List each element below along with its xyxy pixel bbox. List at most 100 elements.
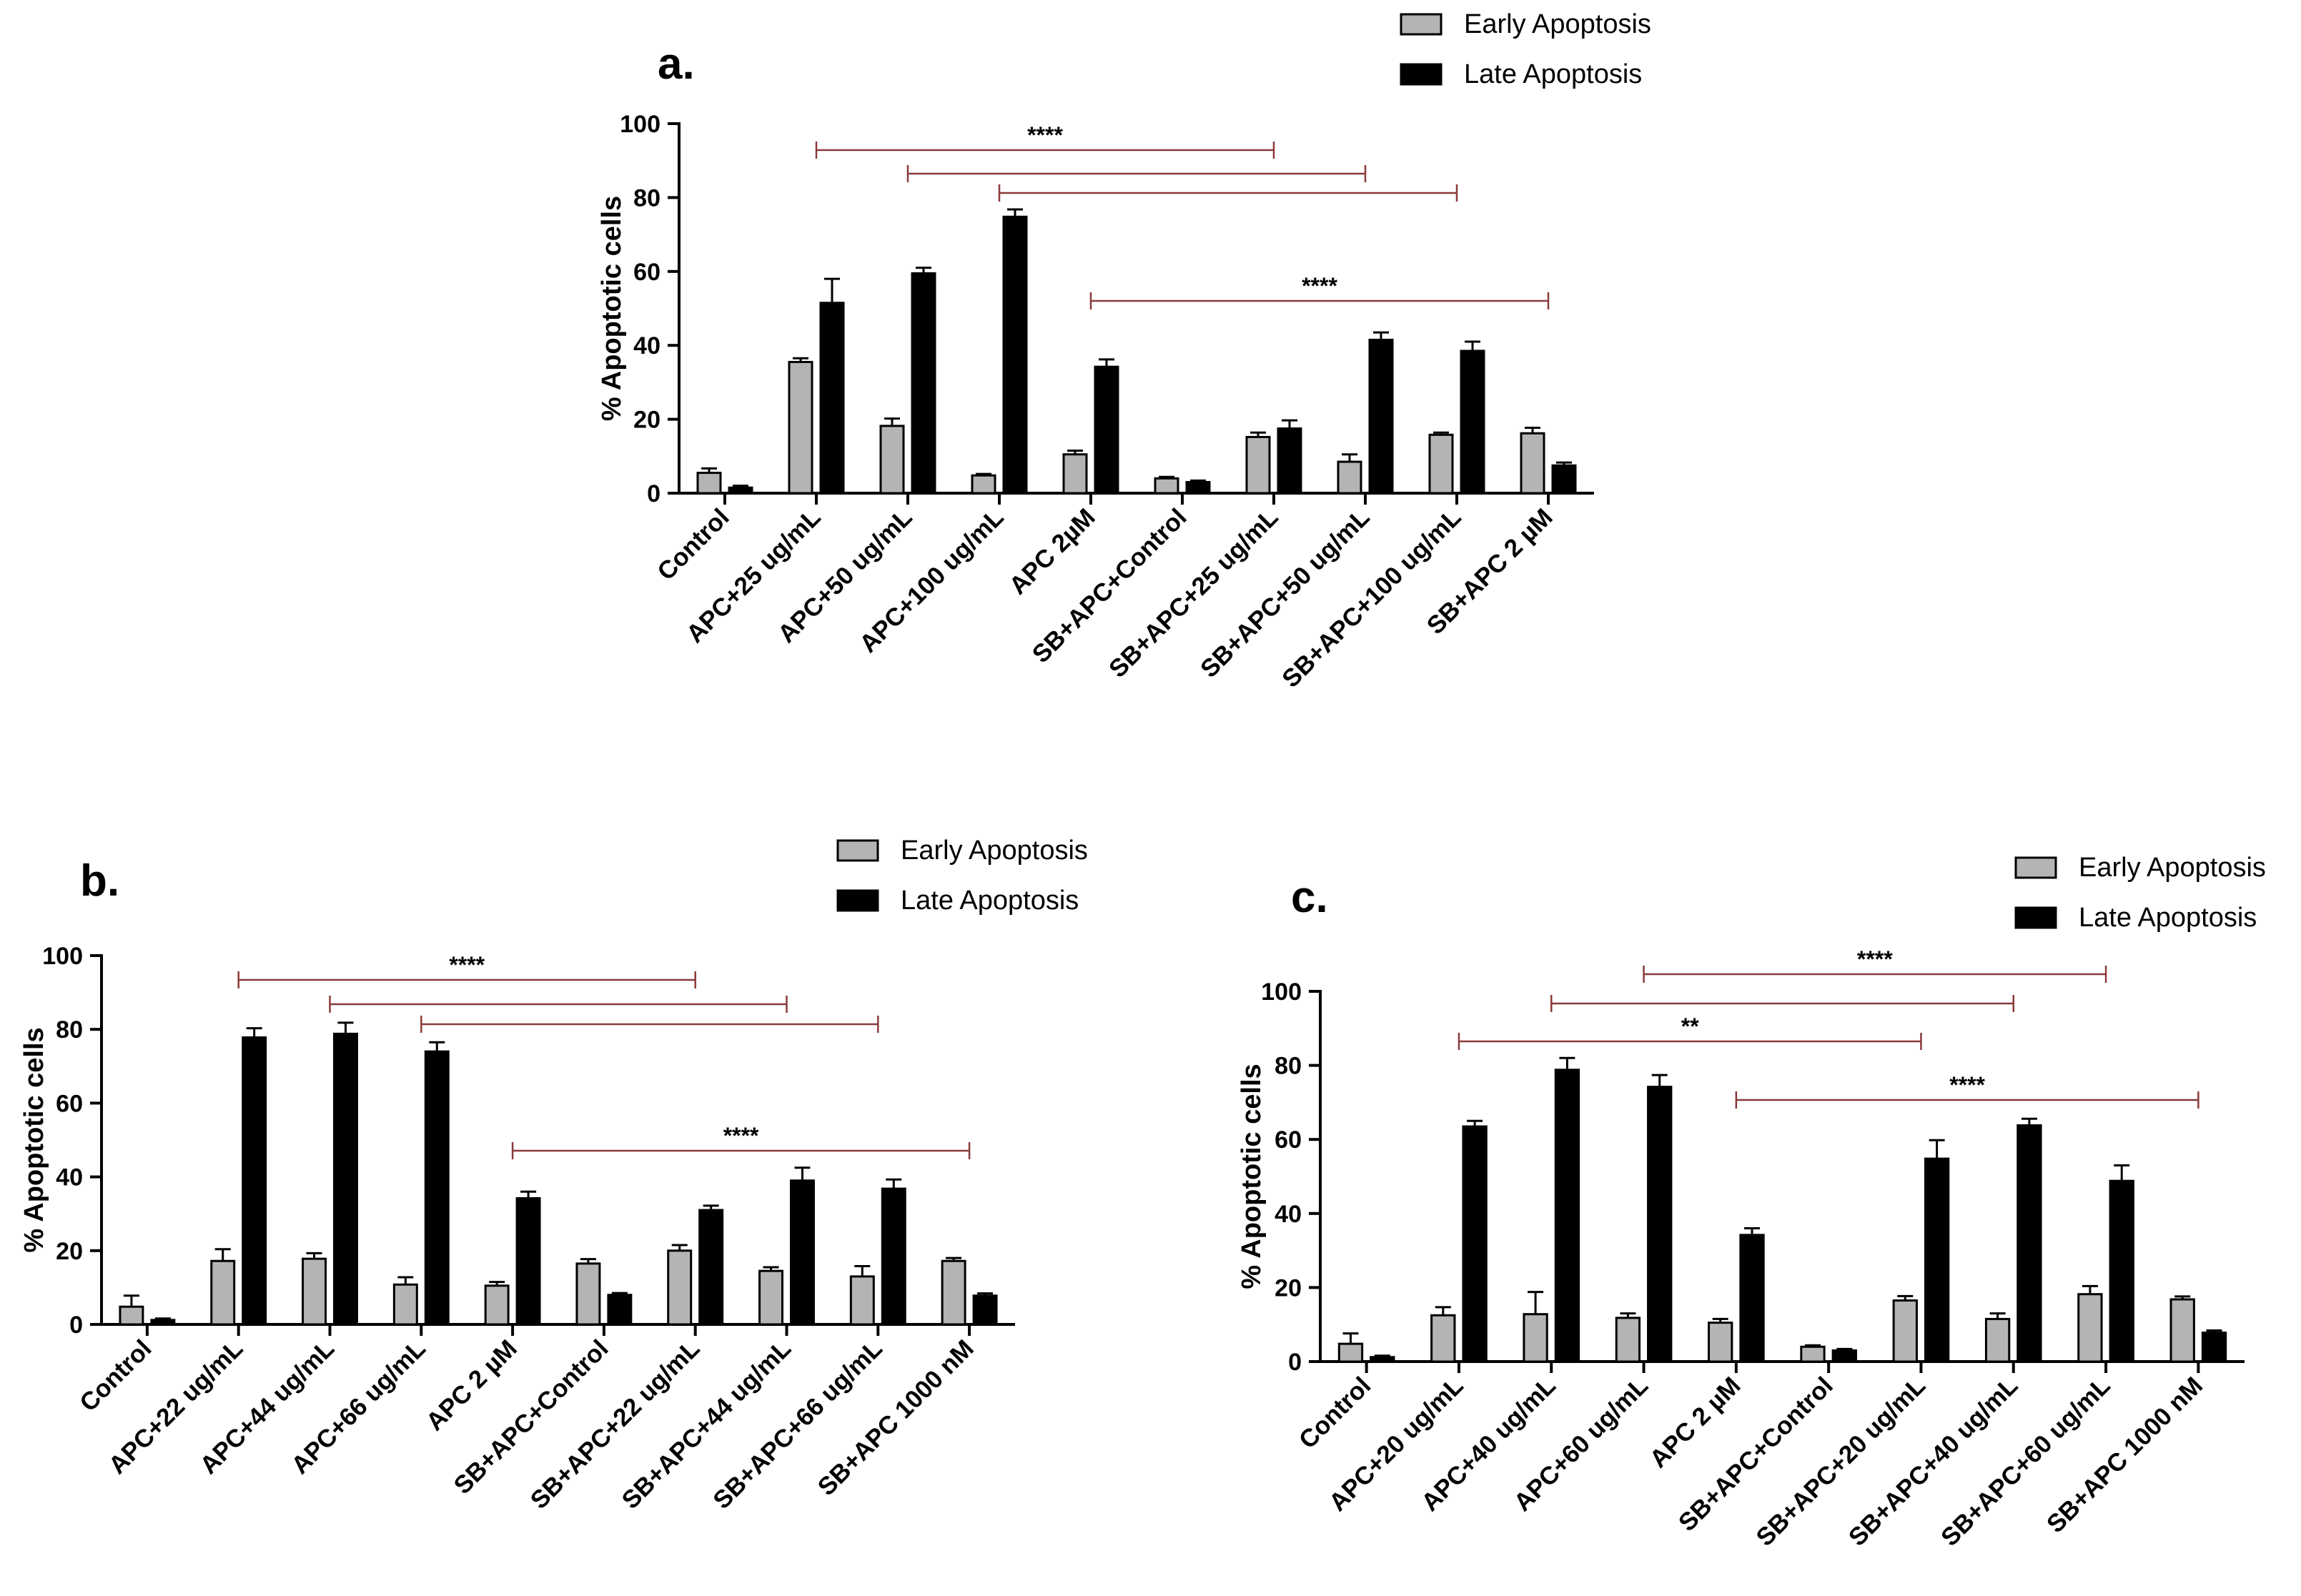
x-category-label: SB+APC 1000 nM — [2042, 1372, 2208, 1538]
bar-late — [1554, 1069, 1580, 1363]
bar-early — [392, 1283, 418, 1326]
x-category-label: SB+APC+Control — [1673, 1372, 1839, 1537]
y-tick-label: 20 — [56, 1238, 83, 1265]
bar-late — [1462, 1125, 1488, 1363]
y-tick-label: 0 — [1288, 1349, 1302, 1376]
bar-early — [2169, 1298, 2195, 1363]
y-tick-label: 80 — [56, 1016, 83, 1044]
y-axis-label: % Apoptotic cells — [597, 196, 627, 421]
y-tick-label: 100 — [1261, 978, 1302, 1006]
legend-swatch-early — [1400, 13, 1443, 36]
bar-late — [2109, 1179, 2134, 1363]
panel-label: b. — [80, 856, 119, 906]
bar-early — [879, 425, 905, 495]
legend-swatch-late — [1400, 63, 1443, 86]
bar-early — [1428, 433, 1454, 495]
bar-early — [575, 1262, 601, 1326]
bar-late — [1551, 464, 1577, 495]
significance-label: **** — [1857, 946, 1893, 972]
bar-late — [1277, 427, 1302, 495]
bar-late — [1094, 365, 1119, 495]
significance-label: **** — [1027, 122, 1063, 148]
legend-swatch-early — [836, 839, 879, 862]
bar-late — [1739, 1234, 1765, 1363]
panel-label: a. — [658, 39, 695, 89]
bar-early — [484, 1284, 510, 1326]
bar-early — [941, 1259, 966, 1326]
bar-early — [1800, 1345, 1826, 1363]
bar-early — [667, 1249, 693, 1326]
y-tick-label: 60 — [633, 259, 660, 286]
x-category-label: SB+APC+60 ug/mL — [1936, 1372, 2116, 1552]
y-tick-label: 40 — [1275, 1201, 1302, 1228]
bar-late — [698, 1209, 724, 1326]
bar-early — [1892, 1299, 1918, 1363]
x-category-label: SB+APC+Control — [448, 1334, 613, 1500]
legend: Early Apoptosis Late Apoptosis — [2014, 853, 2266, 933]
chart-b: b. Early Apoptosis Late Apoptosis 0 20 40 60 80… — [19, 836, 1088, 1515]
bar-late — [1002, 215, 1028, 495]
y-tick-label: 60 — [1275, 1126, 1302, 1154]
significance-label: **** — [449, 952, 485, 978]
bar-early — [696, 472, 722, 495]
bar-late — [515, 1197, 541, 1326]
chart-c: c. Early Apoptosis Late Apoptosis 0 20 40 60 80… — [1237, 853, 2266, 1552]
x-category-label: Control — [74, 1334, 157, 1417]
y-tick-label: 80 — [1275, 1053, 1302, 1080]
bar-early — [302, 1257, 327, 1326]
bar-early — [849, 1275, 875, 1326]
bar-late — [424, 1050, 450, 1326]
panel-label: c. — [1291, 873, 1328, 922]
y-tick-label: 0 — [647, 480, 660, 507]
legend-label-late: Late Apoptosis — [1464, 59, 1642, 89]
bar-late — [2201, 1332, 2227, 1363]
bar-early — [1708, 1322, 1733, 1363]
y-axis-label: % Apoptotic cells — [19, 1027, 49, 1252]
y-tick-label: 100 — [42, 943, 83, 970]
bar-late — [1460, 350, 1485, 495]
legend-label-early: Early Apoptosis — [2079, 853, 2266, 883]
bar-late — [150, 1319, 176, 1326]
bar-early — [788, 360, 813, 495]
bar-early — [1430, 1314, 1456, 1363]
bar-late — [1924, 1157, 1950, 1363]
bar-early — [119, 1305, 144, 1326]
bar-early — [1520, 432, 1545, 495]
legend-swatch-late — [836, 889, 879, 912]
bar-late — [972, 1294, 998, 1326]
bar-late — [1370, 1356, 1395, 1363]
y-tick-label: 20 — [633, 407, 660, 434]
bar-late — [881, 1187, 906, 1326]
x-category-label: SB+APC+40 ug/mL — [1844, 1372, 2024, 1552]
bar-late — [819, 302, 845, 495]
y-tick-label: 40 — [633, 332, 660, 360]
bar-late — [728, 486, 753, 495]
bar-late — [333, 1032, 358, 1326]
x-category-label: SB+APC 1000 nM — [813, 1334, 979, 1501]
legend-label-late: Late Apoptosis — [901, 886, 1079, 916]
legend-label-early: Early Apoptosis — [1464, 9, 1651, 39]
y-axis-label: % Apoptotic cells — [1237, 1064, 1267, 1289]
y-tick-label: 100 — [620, 111, 660, 138]
legend: Early Apoptosis Late Apoptosis — [1400, 9, 1651, 89]
x-category-label: SB+APC+Control — [1027, 503, 1192, 668]
significance-label: ** — [1681, 1013, 1699, 1039]
bar-late — [1831, 1349, 1857, 1363]
bar-late — [2017, 1124, 2042, 1363]
x-category-label: SB+APC+44 ug/mL — [616, 1334, 796, 1515]
legend-label-late: Late Apoptosis — [2079, 903, 2257, 933]
bar-late — [242, 1036, 267, 1326]
y-tick-label: 60 — [56, 1090, 83, 1117]
bar-early — [758, 1269, 784, 1326]
y-tick-label: 0 — [69, 1312, 83, 1339]
x-category-label: Control — [652, 503, 735, 586]
bar-early — [1337, 1342, 1364, 1363]
bar-late — [607, 1294, 633, 1326]
significance-label: **** — [1949, 1072, 1985, 1098]
bar-early — [2077, 1293, 2103, 1363]
x-category-label: SB+APC+25 ug/mL — [1104, 503, 1284, 683]
legend: Early Apoptosis Late Apoptosis — [836, 836, 1088, 916]
bar-early — [1984, 1317, 2011, 1363]
bar-early — [1615, 1317, 1641, 1363]
